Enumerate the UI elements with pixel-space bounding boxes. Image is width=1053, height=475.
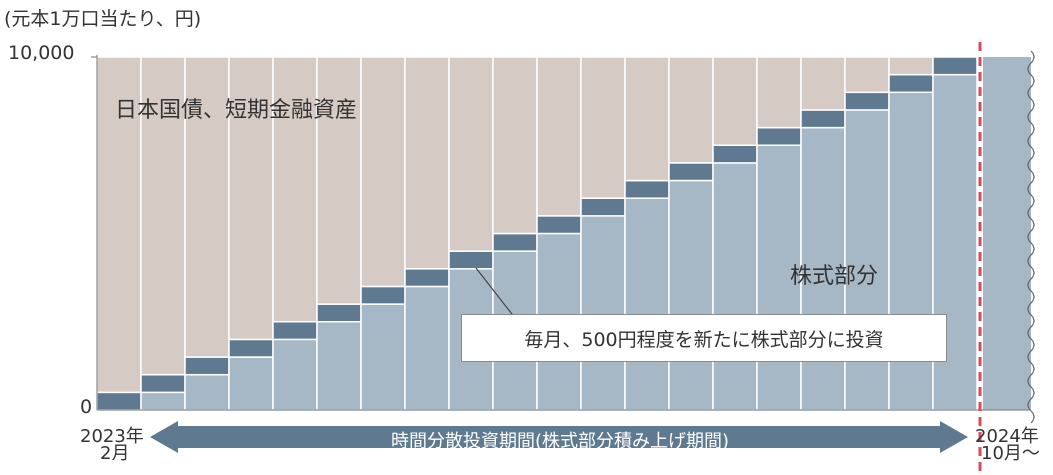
monthly-bar-8 — [404, 268, 450, 288]
monthly-bar-10 — [492, 232, 538, 252]
monthly-bar-7 — [360, 285, 406, 305]
monthly-bar-12 — [580, 197, 626, 217]
monthly-bar-13 — [624, 179, 670, 199]
bonds-bar-14 — [668, 56, 714, 164]
equity-bar-14 — [668, 179, 714, 411]
monthly-bar-5 — [272, 321, 318, 341]
equity-bar-6 — [316, 321, 362, 411]
monthly-bar-17 — [800, 109, 846, 129]
bonds-bar-1 — [96, 56, 142, 394]
final-equity-bar — [983, 57, 1031, 410]
bonds-label: 日本国債、短期金融資産 — [115, 98, 358, 123]
equity-bar-13 — [624, 197, 670, 411]
monthly-bar-4 — [228, 338, 274, 358]
period-arrow-label: 時間分散投資期間(株式部分積み上げ期間) — [390, 431, 730, 452]
equity-bar-2 — [140, 391, 186, 411]
monthly-bar-11 — [536, 215, 582, 235]
period-start-label: 2023年 2月 — [80, 426, 144, 464]
equity-bar-3 — [184, 373, 230, 411]
monthly-bar-19 — [888, 73, 934, 94]
bonds-bar-18 — [844, 56, 890, 94]
monthly-invest-callout: 毎月、500円程度を新たに株式部分に投資 — [461, 314, 947, 362]
bonds-bar-3 — [184, 56, 230, 358]
bonds-bar-6 — [316, 56, 362, 305]
bars-group — [96, 56, 1031, 411]
equity-bar-15 — [712, 162, 758, 411]
period-start-month: 2月 — [100, 443, 130, 464]
period-end-year: 2024年 — [975, 426, 1039, 447]
equity-bar-7 — [360, 303, 406, 411]
y-tick-top: 10,000 — [8, 42, 75, 64]
bonds-bar-17 — [800, 56, 846, 111]
period-end-label: 2024年 10月〜 — [975, 426, 1040, 464]
bonds-bar-11 — [536, 56, 582, 217]
monthly-bar-2 — [140, 373, 186, 394]
monthly-bar-3 — [184, 356, 230, 376]
bonds-bar-15 — [712, 56, 758, 146]
bonds-bar-10 — [492, 56, 538, 235]
period-start-year: 2023年 — [80, 426, 144, 447]
bonds-bar-8 — [404, 56, 450, 270]
equity-bar-19 — [888, 91, 934, 411]
monthly-bar-18 — [844, 91, 890, 111]
monthly-bar-15 — [712, 144, 758, 164]
monthly-bar-1 — [96, 391, 142, 411]
bonds-bar-5 — [272, 56, 318, 323]
decor-group — [91, 42, 1035, 472]
y-tick-zero: 0 — [80, 396, 93, 418]
bonds-bar-2 — [140, 56, 186, 376]
unit-note: (元本1万口当たり、円) — [4, 8, 202, 30]
axis-break-wave — [1027, 50, 1035, 424]
period-end-month: 10月〜 — [981, 443, 1040, 464]
bonds-bar-13 — [624, 56, 670, 182]
equity-bar-12 — [580, 215, 626, 411]
equity-bar-5 — [272, 338, 318, 411]
period-arrow — [150, 421, 968, 453]
bonds-bar-4 — [228, 56, 274, 341]
monthly-bar-6 — [316, 303, 362, 323]
monthly-bar-9 — [448, 250, 494, 270]
monthly-bar-16 — [756, 126, 802, 146]
equity-label: 株式部分 — [790, 264, 879, 289]
monthly-bar-20 — [932, 56, 978, 76]
bonds-bar-7 — [360, 56, 406, 288]
equity-bar-8 — [404, 285, 450, 411]
bonds-bar-16 — [756, 56, 802, 129]
bonds-bar-12 — [580, 56, 626, 199]
equity-bar-4 — [228, 356, 274, 411]
monthly-bar-14 — [668, 162, 714, 182]
bonds-bar-9 — [448, 56, 494, 252]
callout-leader — [475, 267, 516, 319]
bonds-bar-19 — [888, 56, 934, 76]
equity-bar-17 — [800, 126, 846, 411]
